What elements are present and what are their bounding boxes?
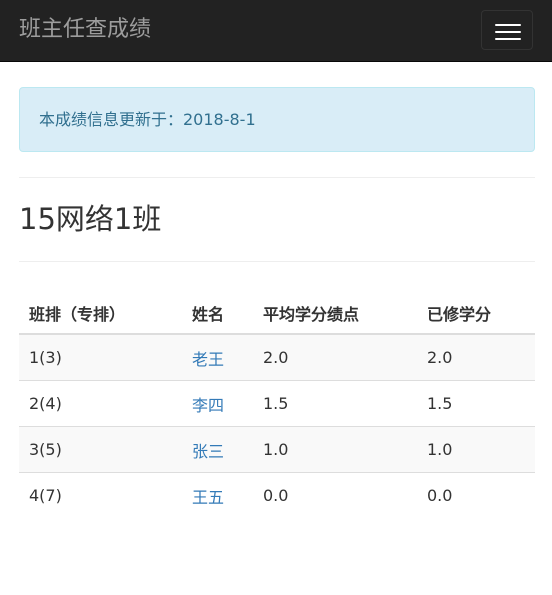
table-row: 1(3) 老王 2.0 2.0 <box>19 334 535 381</box>
cell-credits: 2.0 <box>417 334 535 381</box>
cell-rank: 3(5) <box>19 426 182 473</box>
student-name-link[interactable]: 李四 <box>192 395 225 415</box>
table-row: 4(7) 王五 0.0 0.0 <box>19 472 535 518</box>
header-credits: 已修学分 <box>417 292 535 335</box>
cell-name: 王五 <box>182 472 253 518</box>
cell-rank: 2(4) <box>19 380 182 427</box>
cell-name: 李四 <box>182 380 253 427</box>
scores-table: 班排（专排） 姓名 平均学分绩点 已修学分 1(3) 老王 2.0 2.0 2(… <box>19 292 535 518</box>
table-header-row: 班排（专排） 姓名 平均学分绩点 已修学分 <box>19 292 535 335</box>
class-title: 15网络1班 <box>19 202 162 236</box>
cell-rank: 4(7) <box>19 472 182 518</box>
update-info-alert: 本成绩信息更新于：2018-8-1 <box>19 87 535 152</box>
navbar-toggle-button[interactable] <box>481 10 533 50</box>
cell-name: 老王 <box>182 334 253 381</box>
hamburger-menu-icon-bar <box>495 38 521 40</box>
navbar: 班主任查成绩 <box>0 0 552 62</box>
divider <box>19 261 535 262</box>
hamburger-menu-icon-bar <box>495 31 521 33</box>
table-row: 2(4) 李四 1.5 1.5 <box>19 380 535 427</box>
main-content: 本成绩信息更新于：2018-8-1 15网络1班 班排（专排） 姓名 平均学分绩… <box>19 62 535 518</box>
cell-credits: 1.0 <box>417 426 535 473</box>
cell-gpa: 1.5 <box>253 380 417 427</box>
cell-gpa: 1.0 <box>253 426 417 473</box>
header-gpa: 平均学分绩点 <box>253 292 417 335</box>
student-name-link[interactable]: 张三 <box>192 441 225 461</box>
cell-credits: 0.0 <box>417 472 535 518</box>
cell-gpa: 0.0 <box>253 472 417 518</box>
header-name: 姓名 <box>182 292 253 335</box>
divider <box>19 177 535 178</box>
cell-rank: 1(3) <box>19 334 182 381</box>
table-row: 3(5) 张三 1.0 1.0 <box>19 426 535 473</box>
student-name-link[interactable]: 王五 <box>192 487 225 507</box>
hamburger-menu-icon <box>495 24 521 26</box>
navbar-brand[interactable]: 班主任查成绩 <box>19 17 152 42</box>
cell-gpa: 2.0 <box>253 334 417 381</box>
cell-name: 张三 <box>182 426 253 473</box>
cell-credits: 1.5 <box>417 380 535 427</box>
student-name-link[interactable]: 老王 <box>192 349 225 369</box>
header-rank: 班排（专排） <box>19 292 182 335</box>
